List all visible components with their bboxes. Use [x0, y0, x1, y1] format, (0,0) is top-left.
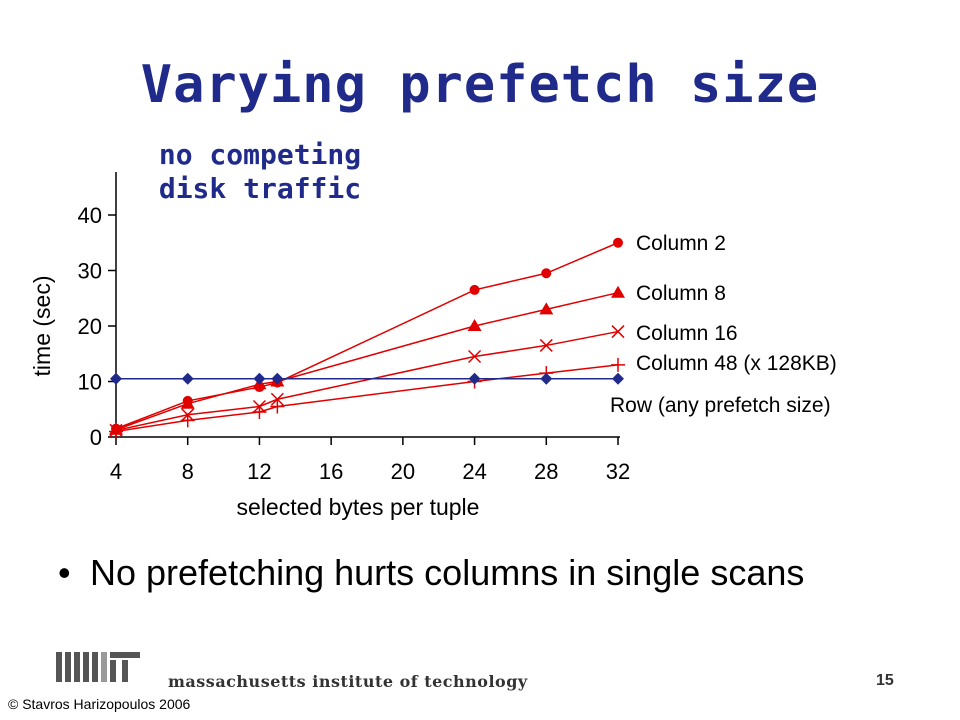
series-1-point	[611, 285, 625, 298]
y-tick-label: 10	[78, 370, 102, 395]
x-tick-label: 4	[110, 459, 122, 484]
series-4-point	[612, 372, 624, 385]
series-1-point	[180, 396, 195, 409]
mit-logo-icon	[56, 652, 140, 682]
y-tick-label: 20	[78, 314, 102, 339]
x-tick-label: 28	[534, 459, 558, 484]
bullet-dot-icon: •	[58, 552, 71, 593]
x-tick-label: 16	[319, 459, 343, 484]
chart-subtitle: no competing disk traffic	[120, 138, 400, 206]
series-2-point	[611, 325, 625, 339]
series-4-point	[110, 372, 122, 385]
y-tick-label: 40	[78, 203, 102, 228]
series-0-point	[469, 284, 480, 295]
series-1-legend-label: Column 8	[636, 282, 726, 305]
series-3-point	[109, 424, 123, 439]
y-axis-label: time (sec)	[29, 276, 55, 377]
slide-title: Varying prefetch size	[140, 55, 820, 115]
series-0-legend-label: Column 2	[636, 232, 726, 255]
x-tick-label: 8	[182, 459, 194, 484]
series-3-point	[611, 357, 625, 372]
x-tick-label: 20	[391, 459, 415, 484]
series-3-point	[252, 405, 267, 420]
series-4-point	[468, 372, 481, 385]
series-4-point	[181, 372, 194, 385]
x-tick-label: 12	[247, 459, 271, 484]
series-2-legend-label: Column 16	[636, 322, 738, 345]
series-2-point	[270, 392, 284, 406]
subtitle-line-1: no competing	[158, 138, 362, 171]
x-axis-label: selected bytes per tuple	[237, 494, 480, 520]
series-4-point	[271, 372, 284, 385]
x-tick-label: 32	[606, 459, 630, 484]
series-2-point	[539, 338, 553, 352]
series-0-point	[613, 237, 623, 248]
series-4-point	[540, 372, 553, 385]
subtitle-line-2: disk traffic	[158, 172, 362, 205]
series-1-point	[539, 302, 554, 315]
series-4-legend-label: Row (any prefetch size)	[610, 394, 831, 417]
footer-institution: massachusetts institute of technology	[168, 672, 528, 691]
y-tick-label: 30	[78, 259, 102, 284]
bullet-text: No prefetching hurts columns in single s…	[90, 552, 805, 593]
series-3-point	[180, 413, 195, 428]
y-tick-label: 0	[90, 425, 102, 450]
series-1-point	[467, 319, 482, 331]
series-3-legend-label: Column 48 (x 128KB)	[636, 352, 837, 375]
series-2-point	[468, 349, 482, 364]
series-4-point	[253, 372, 266, 385]
series-3-point	[270, 399, 285, 414]
x-tick-label: 24	[462, 459, 486, 484]
series-0-point	[541, 268, 552, 279]
bullet-point: • No prefetching hurts columns in single …	[58, 552, 804, 594]
page-number: 15	[876, 672, 894, 689]
line-chart: 0 10 20 30 40 4 8 12 16 20 24 28 32 selected bytes pe…	[29, 172, 837, 520]
copyright-notice: © Stavros Harizopoulos 2006	[8, 696, 191, 712]
